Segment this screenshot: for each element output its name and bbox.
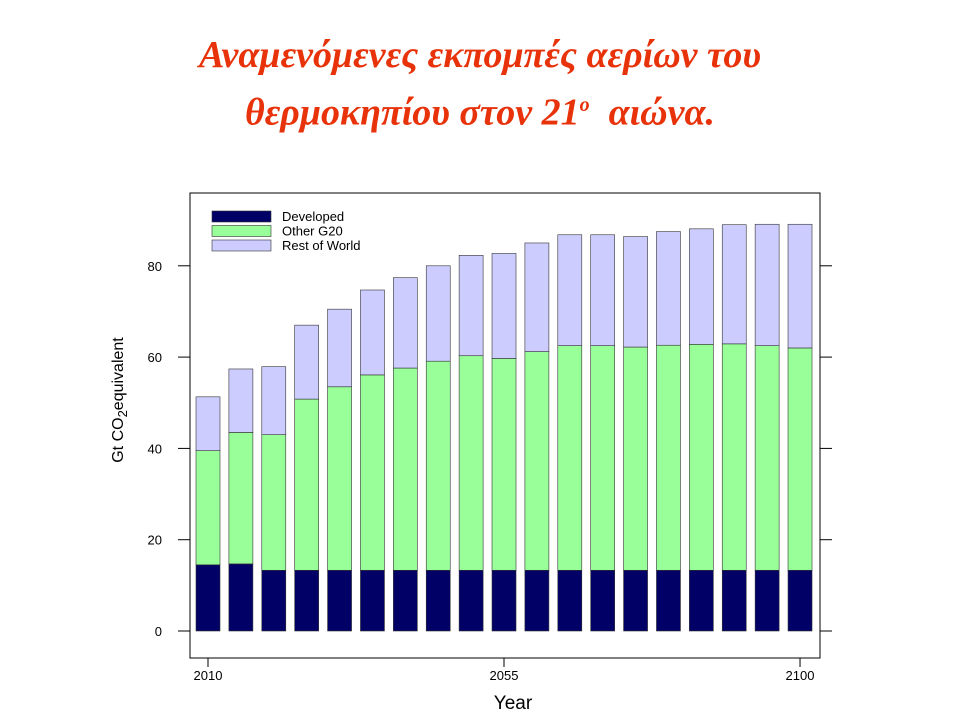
bars-group [195, 223, 813, 632]
bar-developed [294, 569, 319, 632]
bar-developed [656, 569, 681, 632]
bar-other-g20 [491, 358, 517, 571]
bar-other-g20 [721, 343, 747, 571]
bar-other-g20 [425, 360, 451, 571]
bar-rest-of-world [261, 366, 287, 436]
bar-rest-of-world [721, 224, 747, 345]
bar-rest-of-world [425, 265, 451, 362]
x-axis-label: Year [494, 693, 533, 714]
slide-title-line-2-main: θερμοκηπίου στον 21 [244, 91, 580, 134]
x-tick-label: 2010 [194, 668, 223, 683]
bar-other-g20 [557, 345, 583, 571]
legend-swatch [211, 239, 272, 252]
x-axis: 2010 2055 2100 [194, 658, 815, 683]
y-tick-label: 80 [148, 259, 162, 274]
bar-rest-of-world [524, 242, 550, 352]
bar-other-g20 [393, 367, 418, 571]
bar-developed [721, 569, 747, 632]
slide-title-line-2-end: αιώνα. [589, 91, 716, 134]
slide-title-line-2: θερμοκηπίου στον 21ο αιώνα. [0, 80, 960, 138]
y-tick-label: 40 [148, 441, 162, 456]
bar-other-g20 [689, 344, 714, 571]
bar-developed [754, 569, 780, 632]
bar-developed [491, 569, 517, 632]
bar-developed [787, 569, 813, 632]
bar-rest-of-world [360, 289, 385, 376]
plot-frame [189, 192, 821, 659]
y-axis-label: Gt CO2equivalent [110, 337, 130, 463]
x-tick-label: 2055 [490, 668, 519, 683]
bar-rest-of-world [228, 368, 254, 433]
bar-developed [689, 569, 714, 632]
x-tick-label: 2100 [786, 668, 815, 683]
bar-rest-of-world [689, 228, 714, 345]
bar-other-g20 [787, 347, 813, 571]
legend-label: Rest of World [282, 238, 361, 253]
bar-developed [360, 569, 385, 632]
bar-other-g20 [590, 345, 615, 571]
bar-developed [458, 569, 484, 632]
bar-developed [261, 569, 287, 632]
y-tick-label: 60 [148, 350, 162, 365]
slide-title-superscript: ο [579, 94, 590, 116]
bar-other-g20 [656, 344, 681, 571]
bar-rest-of-world [327, 308, 352, 388]
bar-other-g20 [524, 351, 550, 571]
bar-developed [524, 569, 550, 632]
legend-label: Developed [282, 209, 344, 224]
bar-other-g20 [360, 374, 385, 571]
bar-rest-of-world [754, 223, 780, 346]
legend-swatch [211, 225, 272, 237]
bar-other-g20 [195, 450, 221, 566]
bar-other-g20 [623, 346, 648, 571]
bar-rest-of-world [294, 324, 319, 400]
bar-other-g20 [754, 345, 780, 571]
bar-other-g20 [294, 398, 319, 571]
bar-rest-of-world [557, 234, 583, 346]
legend-swatch [211, 210, 272, 223]
bar-rest-of-world [656, 231, 681, 346]
bar-developed [327, 569, 352, 632]
bar-developed [425, 569, 451, 632]
bar-developed [228, 563, 254, 632]
bar-rest-of-world [491, 253, 517, 359]
bar-rest-of-world [195, 396, 221, 451]
legend-label: Other G20 [282, 224, 343, 239]
bar-other-g20 [327, 386, 352, 571]
bar-rest-of-world [590, 234, 615, 346]
y-tick-label: 20 [148, 533, 162, 548]
bar-rest-of-world [787, 223, 813, 349]
y-tick-label: 0 [155, 624, 162, 639]
bar-developed [195, 564, 221, 632]
bar-rest-of-world [458, 255, 484, 357]
slide-title: Αναμενόμενες εκπομπές αερίων του θερμοκη… [0, 30, 960, 138]
bar-developed [557, 569, 583, 632]
bar-developed [393, 569, 418, 632]
bar-developed [623, 569, 648, 632]
bar-rest-of-world [623, 236, 648, 348]
slide-title-line-1: Αναμενόμενες εκπομπές αερίων του [199, 34, 761, 76]
bar-other-g20 [228, 432, 254, 565]
y-axis: 0 20 40 60 80 [148, 259, 832, 639]
bar-other-g20 [261, 434, 287, 571]
bar-developed [590, 569, 615, 632]
bar-rest-of-world [393, 277, 418, 369]
bar-other-g20 [458, 355, 484, 571]
